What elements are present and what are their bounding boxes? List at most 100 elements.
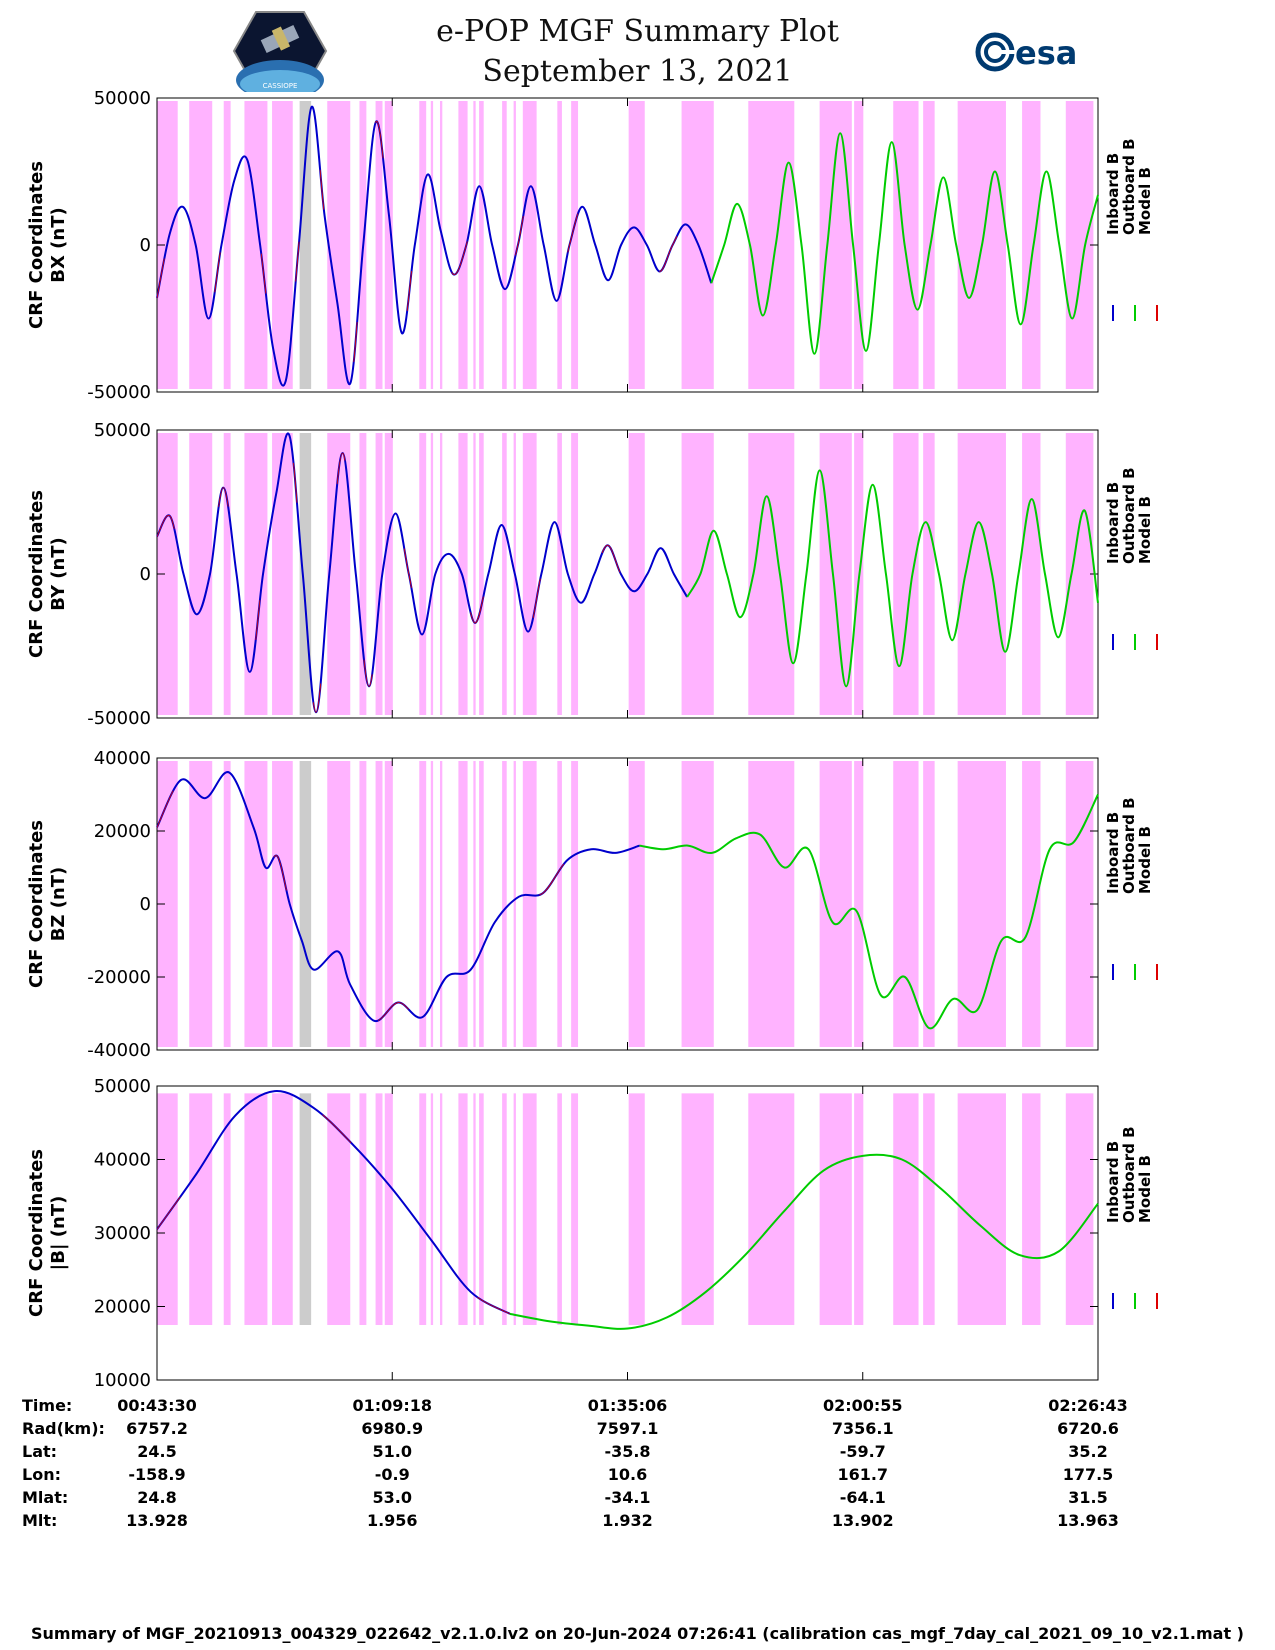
y-tick-label: 50000 [94,88,151,109]
highlight-band [157,761,178,1047]
legend-entry: Outboard B [1120,138,1138,235]
highlight-band [502,1093,507,1325]
highlight-band [327,433,351,715]
highlight-band [281,433,293,715]
highlight-band [923,433,935,715]
highlight-band [923,1093,935,1325]
y-tick-label: 40000 [94,748,151,769]
highlight-band [1065,433,1094,715]
plot-title: e-POP MGF Summary Plot [436,14,839,49]
table-cell: -0.9 [374,1465,410,1484]
highlight-band [819,761,852,1047]
highlight-band [522,433,537,715]
highlight-band [419,1093,427,1325]
series-inboard [156,432,689,714]
y-axis-label-line1: CRF Coordinates [26,1149,47,1317]
table-cell: 01:09:18 [352,1396,433,1415]
y-axis-label-line2: BZ (nT) [48,867,69,942]
table-cell: 161.7 [837,1465,889,1484]
table-row-label: Rad(km): [22,1419,105,1438]
highlight-band [439,1093,443,1325]
highlight-band [419,101,427,389]
highlight-band [439,761,443,1047]
highlight-band [479,433,484,715]
table-cell: 13.902 [831,1511,894,1530]
y-axis-label-line2: BX (nT) [48,207,69,282]
highlight-band [244,101,268,389]
highlight-band [223,1093,231,1325]
gray-band [299,1093,312,1325]
highlight-band [375,101,383,389]
highlight-band [359,1093,367,1325]
y-tick-label: -20000 [87,967,151,988]
highlight-band [957,1093,1006,1325]
highlight-band [157,1093,178,1325]
highlight-band [854,101,864,389]
y-tick-label: 50000 [94,420,151,441]
y-axis-label-line1: CRF Coordinates [26,820,47,988]
table-cell: -34.1 [604,1488,651,1507]
highlight-band [430,761,434,1047]
highlight-band [1065,1093,1094,1325]
highlight-band [819,101,852,389]
legend-entry: Inboard B [1104,153,1122,235]
legend-entry: Model B [1136,167,1154,235]
highlight-band [327,1093,351,1325]
highlight-band [439,101,443,389]
highlight-band [893,433,919,715]
highlight-band [473,101,476,389]
y-tick-label: 0 [140,235,151,256]
highlight-band [430,433,434,715]
y-tick-label: 50000 [94,1076,151,1097]
legend-entry: Outboard B [1120,467,1138,564]
table-cell: 13.963 [1057,1511,1119,1530]
highlight-band [189,761,213,1047]
highlight-band [1022,101,1041,389]
highlight-band [854,761,864,1047]
y-tick-label: -50000 [87,382,151,403]
table-cell: -64.1 [839,1488,886,1507]
highlight-band [281,761,293,1047]
y-axis-label: CRF CoordinatesBY (nT) [26,490,69,658]
panel-bmag: 50000 40000 30000 20000 10000 CRF Coordinates… [26,1076,1158,1391]
y-axis-label: CRF CoordinatesBX (nT) [26,161,69,329]
highlight-band [327,761,351,1047]
table-cell: 01:35:06 [587,1396,668,1415]
highlight-band [157,433,178,715]
highlight-band [384,433,393,715]
table-cell: 10.6 [607,1465,648,1484]
highlight-band [628,761,645,1047]
table-cell: 177.5 [1062,1465,1114,1484]
table-cell: 53.0 [372,1488,412,1507]
highlight-band [458,433,468,715]
series-inboard [156,105,713,387]
y-tick-label: -40000 [87,1040,151,1061]
y-tick-label: 0 [140,894,151,915]
highlight-band [375,433,383,715]
highlight-band [479,1093,484,1325]
legend-entry: Outboard B [1120,1126,1138,1223]
highlight-band [223,761,231,1047]
table-cell: 31.5 [1068,1488,1108,1507]
series-outboard [509,1153,1099,1330]
highlight-band [327,101,351,389]
table-cell: 24.8 [137,1488,177,1507]
highlight-band [479,101,484,389]
highlight-band [473,761,476,1047]
cassiope-logo: CASSIOPE [232,11,328,92]
series-model [156,771,640,1022]
highlight-band [819,433,852,715]
table-cell: 02:26:43 [1048,1396,1128,1415]
legend-entry: Inboard B [1104,1141,1122,1223]
highlight-band [557,101,562,389]
highlight-band [1065,101,1094,389]
table-row-label: Time: [22,1396,73,1415]
series-model [156,106,712,387]
y-axis-label: CRF Coordinates|B| (nT) [26,1149,69,1317]
y-tick-label: -50000 [87,708,151,729]
highlight-band [571,761,579,1047]
table-row-label: Mlat: [22,1488,69,1507]
